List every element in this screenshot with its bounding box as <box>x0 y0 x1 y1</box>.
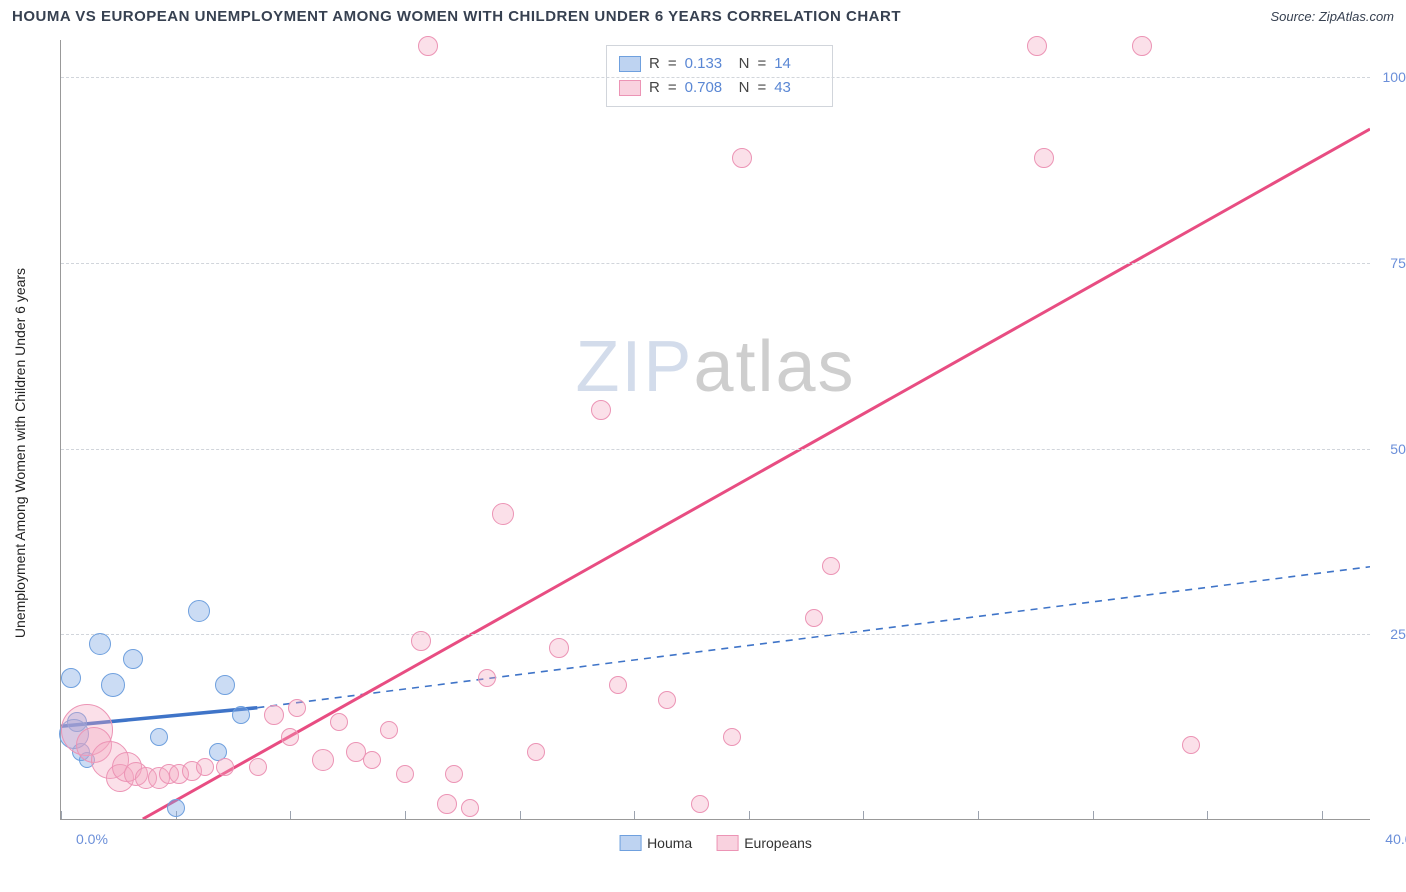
data-point-pink <box>1132 36 1152 56</box>
r-label-2: R <box>649 76 660 100</box>
data-point-pink <box>805 609 823 627</box>
x-tick <box>863 811 864 819</box>
x-tick <box>634 811 635 819</box>
data-point-pink <box>549 638 569 658</box>
data-point-blue <box>232 706 250 724</box>
euro-n-value: 43 <box>774 76 820 100</box>
source-label: Source: ZipAtlas.com <box>1270 9 1394 24</box>
n-label-2: N <box>739 76 750 100</box>
y-tick-label: 100.0% <box>1383 69 1406 85</box>
data-point-blue <box>215 675 235 695</box>
data-point-pink <box>196 758 214 776</box>
data-point-pink <box>591 400 611 420</box>
data-point-pink <box>478 669 496 687</box>
legend-row-houma: R = 0.133 N = 14 <box>619 52 820 76</box>
data-point-blue <box>123 649 143 669</box>
houma-r-value: 0.133 <box>685 52 731 76</box>
swatch-blue <box>619 56 641 72</box>
gridline-h <box>61 263 1370 264</box>
data-point-blue <box>61 668 81 688</box>
watermark-part1: ZIP <box>575 327 693 407</box>
data-point-pink <box>363 751 381 769</box>
plot-area: ZIPatlas R = 0.133 N = 14 R = 0.708 N = … <box>60 40 1370 820</box>
euro-r-value: 0.708 <box>685 76 731 100</box>
legend-row-europeans: R = 0.708 N = 43 <box>619 76 820 100</box>
data-point-pink <box>411 631 431 651</box>
data-point-pink <box>312 749 334 771</box>
data-point-pink <box>380 721 398 739</box>
data-point-pink <box>1034 148 1054 168</box>
n-label: N <box>739 52 750 76</box>
y-tick-label: 75.0% <box>1390 255 1406 271</box>
legend-item-europeans: Europeans <box>716 835 812 851</box>
gridline-h <box>61 77 1370 78</box>
data-point-pink <box>492 503 514 525</box>
data-point-pink <box>281 728 299 746</box>
data-point-pink <box>732 148 752 168</box>
data-point-pink <box>1182 736 1200 754</box>
data-point-pink <box>418 36 438 56</box>
data-point-pink <box>609 676 627 694</box>
data-point-blue <box>167 799 185 817</box>
data-point-pink <box>437 794 457 814</box>
y-tick-label: 25.0% <box>1390 626 1406 642</box>
x-tick <box>61 811 62 819</box>
eq-label-4: = <box>757 76 766 100</box>
eq-label-2: = <box>757 52 766 76</box>
swatch-pink <box>619 80 641 96</box>
watermark: ZIPatlas <box>575 326 855 408</box>
chart-title: HOUMA VS EUROPEAN UNEMPLOYMENT AMONG WOM… <box>12 8 901 25</box>
eq-label-3: = <box>668 76 677 100</box>
swatch-pink-2 <box>716 835 738 851</box>
x-tick <box>405 811 406 819</box>
x-tick <box>1207 811 1208 819</box>
x-tick <box>290 811 291 819</box>
houma-n-value: 14 <box>774 52 820 76</box>
data-point-blue <box>150 728 168 746</box>
gridline-h <box>61 634 1370 635</box>
data-point-blue <box>101 673 125 697</box>
x-end-label: 40.0% <box>1385 831 1406 847</box>
data-point-pink <box>330 713 348 731</box>
data-point-pink <box>461 799 479 817</box>
data-point-pink <box>288 699 306 717</box>
data-point-pink <box>1027 36 1047 56</box>
chart-header: HOUMA VS EUROPEAN UNEMPLOYMENT AMONG WOM… <box>0 0 1406 29</box>
x-tick <box>978 811 979 819</box>
data-point-pink <box>264 705 284 725</box>
data-point-pink <box>527 743 545 761</box>
eq-label: = <box>668 52 677 76</box>
data-point-pink <box>723 728 741 746</box>
data-point-pink <box>822 557 840 575</box>
data-point-pink <box>216 758 234 776</box>
legend-label-houma: Houma <box>647 835 692 851</box>
gridline-h <box>61 449 1370 450</box>
x-tick <box>520 811 521 819</box>
x-tick <box>1322 811 1323 819</box>
watermark-part2: atlas <box>693 327 855 407</box>
x-tick <box>1093 811 1094 819</box>
correlation-legend: R = 0.133 N = 14 R = 0.708 N = 43 <box>606 45 833 107</box>
data-point-pink <box>396 765 414 783</box>
legend-item-houma: Houma <box>619 835 692 851</box>
x-origin-label: 0.0% <box>76 831 108 847</box>
x-tick <box>749 811 750 819</box>
swatch-blue-2 <box>619 835 641 851</box>
legend-label-europeans: Europeans <box>744 835 812 851</box>
data-point-blue <box>188 600 210 622</box>
data-point-pink <box>445 765 463 783</box>
y-axis-label: Unemployment Among Women with Children U… <box>12 268 28 638</box>
data-point-pink <box>691 795 709 813</box>
series-legend: Houma Europeans <box>619 835 812 851</box>
chart-container: Unemployment Among Women with Children U… <box>40 40 1390 850</box>
trend-lines <box>61 40 1370 819</box>
y-tick-label: 50.0% <box>1390 441 1406 457</box>
data-point-pink <box>658 691 676 709</box>
r-label: R <box>649 52 660 76</box>
data-point-blue <box>89 633 111 655</box>
data-point-pink <box>249 758 267 776</box>
